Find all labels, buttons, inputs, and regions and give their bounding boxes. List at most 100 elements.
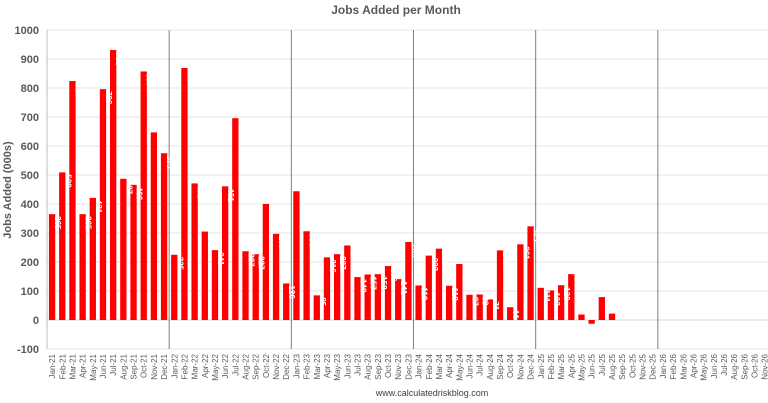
value-label: 575 (165, 155, 174, 169)
x-tick-label: Apr-23 (323, 353, 332, 378)
value-label: 824 (73, 83, 82, 97)
x-tick-label: Dec-21 (160, 353, 169, 379)
x-tick-label: Jan-22 (170, 353, 179, 378)
x-tick-label: Mar-24 (435, 353, 444, 379)
x-tick-label: Feb-25 (547, 353, 556, 379)
value-label: 225 (175, 257, 184, 271)
x-axis-ticks: Jan-21 Feb-21 Mar-21 Apr-21 May-21 Jun-21 Jul-… (48, 353, 768, 380)
y-tick-label: 600 (21, 141, 39, 153)
bar (405, 241, 412, 320)
x-tick-label: Nov-24 (516, 353, 525, 379)
bar (201, 231, 208, 320)
x-tick-label: Mar-26 (679, 353, 688, 379)
bar (293, 191, 300, 320)
bar (313, 295, 320, 320)
bar (181, 67, 188, 321)
x-tick-label: Oct-21 (140, 353, 149, 378)
bar (171, 254, 178, 320)
value-label: 421 (94, 200, 103, 214)
value-label: 157 (369, 276, 378, 290)
x-tick-label: Aug-22 (242, 353, 251, 379)
bar (130, 184, 137, 320)
y-tick-label: 0 (33, 315, 39, 327)
bar (537, 287, 544, 320)
x-tick-label: Sep-24 (496, 353, 505, 379)
bar (79, 214, 86, 320)
bar (283, 283, 290, 320)
y-tick-label: 100 (21, 286, 39, 298)
bar (211, 250, 219, 320)
value-label: 857 (145, 73, 154, 87)
x-tick-label: Feb-21 (58, 353, 67, 379)
x-tick-label: Dec-24 (527, 353, 536, 379)
x-tick-label: Nov-21 (150, 353, 159, 379)
x-tick-label: Nov-22 (272, 353, 281, 379)
value-label: 118 (450, 288, 459, 301)
bar (140, 71, 147, 320)
x-tick-label: Jan-25 (537, 353, 546, 378)
value-label: 227 (257, 256, 266, 270)
value-label: 257 (348, 247, 357, 261)
value-label: 400 (267, 206, 276, 220)
footer-source: www.calculatedriskblog.com (375, 388, 489, 398)
x-tick-label: Aug-24 (486, 353, 495, 379)
x-tick-label: Aug-21 (119, 353, 128, 379)
bar (476, 294, 483, 320)
y-tick-label: 400 (21, 199, 39, 211)
y-tick-label: 700 (21, 112, 39, 124)
bar (333, 254, 341, 320)
x-tick-label: Jul-23 (354, 353, 363, 375)
y-tick-label: -100 (17, 344, 39, 356)
x-tick-label: May-22 (211, 353, 220, 380)
bar (160, 153, 168, 320)
value-label: 931 (114, 52, 123, 66)
value-label: 240 (501, 252, 510, 266)
value-label: 158 (572, 276, 581, 290)
value-label: 647 (155, 134, 164, 148)
x-tick-label: Sep-26 (740, 353, 749, 379)
x-tick-label: Aug-23 (364, 353, 373, 379)
x-tick-label: Jan-26 (659, 353, 668, 378)
x-tick-label: Feb-22 (180, 353, 189, 379)
value-label: 79 (603, 299, 612, 308)
x-tick-label: Feb-23 (303, 353, 312, 379)
value-label: 261 (521, 246, 530, 260)
x-tick-label: Oct-23 (384, 353, 393, 378)
x-tick-label: Sep-21 (130, 353, 139, 379)
value-label: 237 (247, 253, 256, 267)
value-label: 216 (328, 259, 337, 273)
bar (262, 204, 270, 320)
x-tick-label: May-26 (700, 353, 709, 380)
value-label: 466 (135, 187, 144, 201)
bar (110, 50, 117, 320)
bar (191, 183, 198, 320)
x-tick-label: Jul-25 (598, 353, 607, 375)
x-tick-label: May-24 (455, 353, 464, 380)
bar (435, 248, 443, 320)
x-tick-label: Mar-22 (191, 353, 200, 379)
x-tick-label: Dec-22 (282, 353, 291, 379)
x-tick-label: Jun-21 (99, 353, 108, 378)
value-label: 87 (470, 297, 479, 306)
value-label: 222 (430, 258, 439, 272)
bar (496, 250, 504, 320)
y-axis-ticks: -100 0 100 200 300 400 500 600 700 800 900 1000 (15, 25, 39, 356)
bar (252, 254, 259, 320)
x-tick-label: Sep-25 (618, 353, 627, 379)
value-label: 120 (562, 287, 571, 301)
value-label: 126 (287, 285, 296, 299)
y-tick-label: 500 (21, 170, 39, 182)
bar (456, 264, 463, 320)
x-tick-label: Jun-26 (710, 353, 719, 378)
value-label: 461 (226, 188, 235, 202)
x-tick-label: Aug-26 (730, 353, 739, 379)
value-label: 141 (399, 281, 408, 295)
bar (486, 299, 494, 320)
value-label: 471 (196, 185, 205, 199)
x-tick-label: Jun-25 (588, 353, 597, 378)
value-label: 796 (104, 91, 113, 105)
x-tick-label: Jun-23 (343, 353, 352, 378)
bar (374, 274, 382, 320)
x-tick-label: Jul-21 (109, 353, 118, 375)
